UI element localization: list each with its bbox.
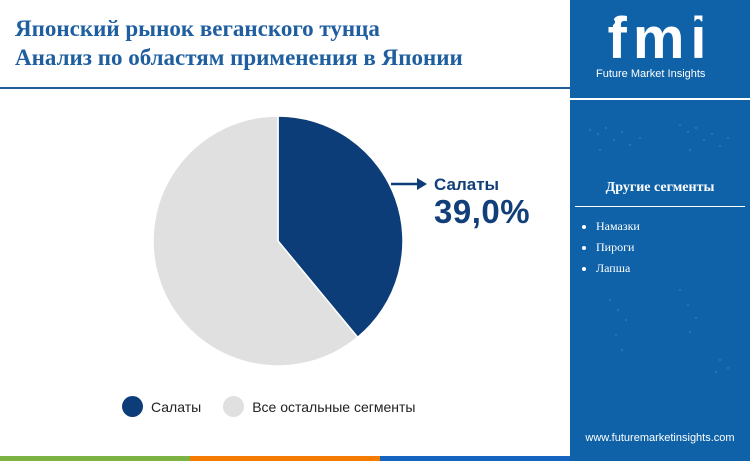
list-item: Лапша — [580, 258, 640, 279]
main-panel: Японский рынок веганского тунца Анализ п… — [0, 14, 570, 461]
title-divider — [0, 87, 570, 89]
bottom-bar-green — [0, 456, 190, 461]
segment-label: Лапша — [596, 261, 631, 275]
segment-label: Намазки — [596, 219, 640, 233]
bullet-icon — [582, 266, 586, 271]
other-segments-divider — [575, 206, 745, 207]
fmi-logo: fmi — [570, 6, 750, 73]
legend-item-other: Все остальные сегменты — [223, 396, 415, 417]
list-item: Пироги — [580, 237, 640, 258]
bullet-icon — [582, 245, 586, 250]
sidebar: fmi Future Market Insights Другие сегмен… — [570, 0, 750, 461]
other-segments-title: Другие сегменты — [605, 180, 715, 195]
callout-label: Салаты — [434, 175, 500, 194]
logo-tagline: Future Market Insights — [596, 68, 706, 80]
pie-slice-salads — [277, 115, 404, 339]
legend-swatch-other — [223, 396, 245, 417]
legend-swatch-salads — [122, 396, 143, 417]
pie-slice-other — [152, 115, 359, 367]
website-link[interactable]: www.futuremarketinsights.com — [585, 432, 735, 444]
title-line-1: Японский рынок веганского тунца — [15, 16, 380, 41]
title-line-2: Анализ по областям применения в Японии — [15, 45, 463, 70]
sidebar-divider — [570, 98, 750, 100]
legend-item-salads: Салаты — [122, 396, 201, 417]
world-map-dots — [588, 123, 730, 374]
chart-legend: Салаты Все остальные сегменты — [122, 396, 437, 417]
bottom-bar-blue — [380, 456, 570, 461]
callout-arrow-icon — [417, 178, 427, 190]
fmi-logo-mark: fmi — [608, 6, 713, 71]
bottom-bar-orange — [190, 456, 380, 461]
bullet-icon — [582, 224, 586, 229]
list-item: Намазки — [580, 216, 640, 237]
other-segments-list: Намазки Пироги Лапша — [580, 216, 640, 279]
page-title: Японский рынок веганского тунца Анализ п… — [15, 14, 560, 72]
legend-label-salads: Салаты — [151, 398, 202, 415]
pie-chart — [152, 115, 427, 367]
legend-label-other: Все остальные сегменты — [252, 398, 416, 415]
bottom-color-bar — [0, 456, 570, 461]
fmi-logo-text: fmi — [608, 6, 713, 68]
callout-value: 39,0% — [434, 193, 531, 230]
segment-label: Пироги — [596, 240, 635, 254]
